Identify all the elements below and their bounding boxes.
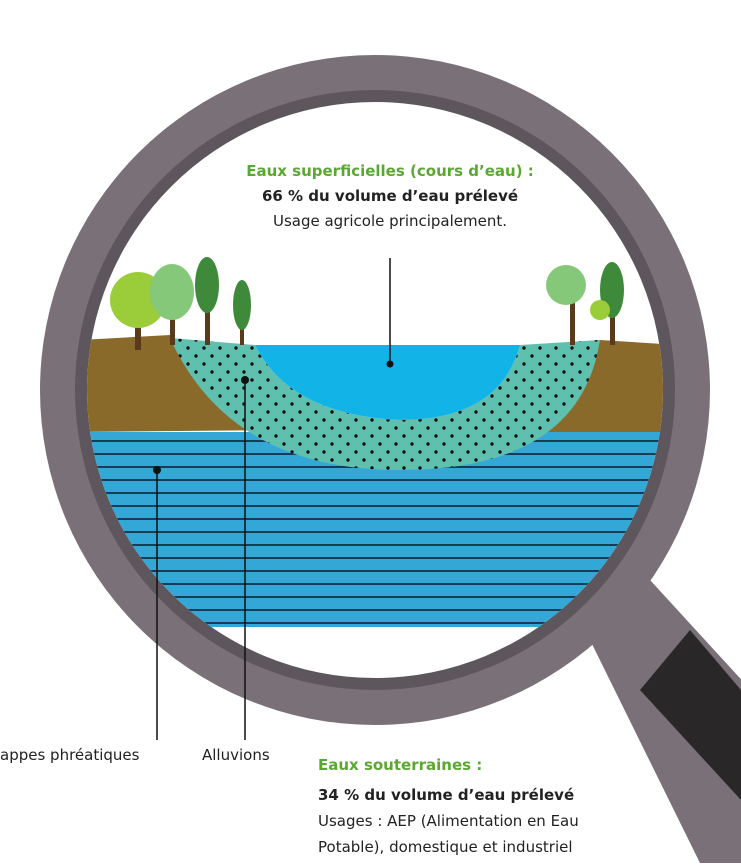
underground-share: 34 % du volume d’eau prélevé	[318, 786, 574, 804]
surface-share: 66 % du volume d’eau prélevé	[262, 187, 518, 205]
groundwater-label: appes phréatiques	[0, 746, 140, 764]
marker	[241, 376, 249, 384]
leader-lines	[156, 258, 391, 740]
alluvium-label: Alluvions	[202, 746, 270, 764]
river	[255, 345, 520, 420]
marker	[386, 360, 394, 368]
surface-title: Eaux superficielles (cours d’eau) :	[246, 162, 534, 180]
marker	[153, 466, 161, 474]
underground-title: Eaux souterraines :	[318, 756, 482, 774]
underground-usage: Potable), domestique et industriel	[318, 838, 573, 856]
surface-usage: Usage agricole principalement.	[273, 212, 507, 230]
magnifier-handle	[590, 580, 741, 863]
landscape	[87, 257, 663, 627]
underground-usage: Usages : AEP (Alimentation en Eau	[318, 812, 579, 830]
trees	[110, 257, 624, 350]
alluvium	[170, 338, 600, 470]
